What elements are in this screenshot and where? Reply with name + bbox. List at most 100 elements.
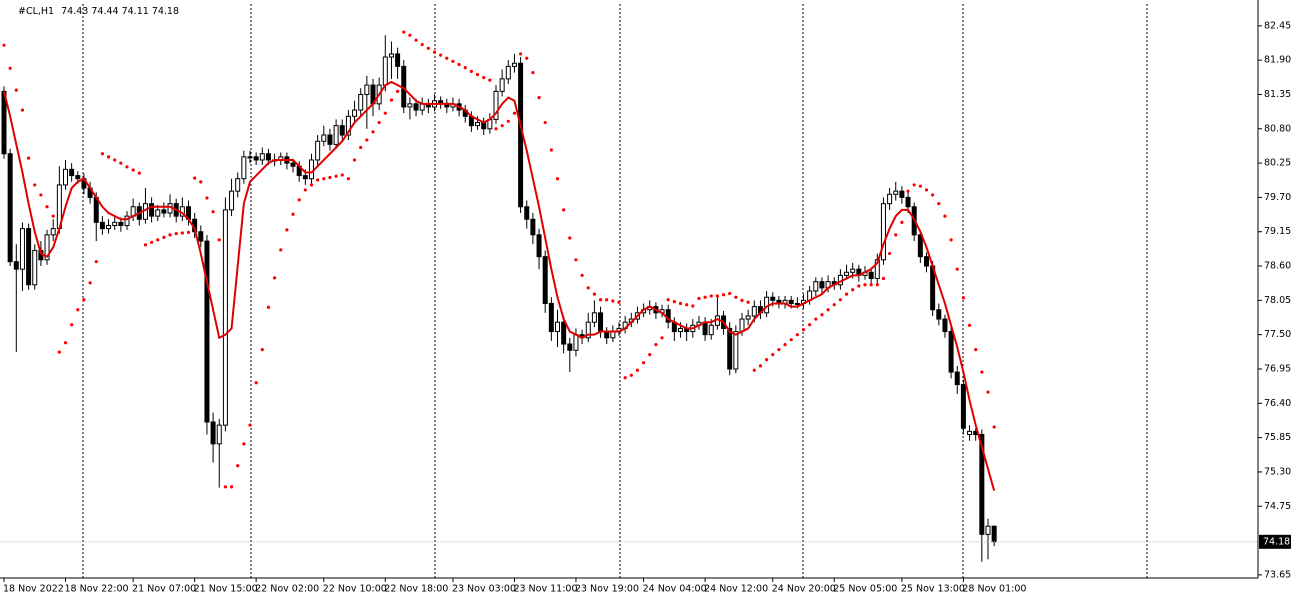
candle-body [745, 315, 751, 320]
sar-dot [758, 364, 763, 368]
sar-dot [383, 111, 387, 115]
candle-body [309, 159, 314, 180]
candle-body [942, 318, 948, 333]
candle-body [893, 190, 899, 195]
sar-dot [439, 53, 443, 57]
candle-body [26, 228, 32, 286]
sar-dot [131, 168, 135, 172]
sar-dot [943, 214, 947, 218]
sar-dot [568, 236, 572, 240]
x-tick-label: 23 Nov 11:00 [513, 584, 577, 595]
candle-body [887, 193, 893, 205]
candle-body [290, 162, 296, 167]
sar-dot [605, 298, 609, 302]
sar-dot [937, 202, 941, 206]
candle-body [573, 334, 579, 351]
sar-dot [808, 323, 812, 327]
sar-dot [912, 183, 916, 187]
sar-dot [734, 295, 738, 299]
sar-dot [365, 138, 369, 142]
candle-body [733, 331, 739, 370]
y-tick-label: 80.80 [1264, 123, 1291, 134]
sar-dot [469, 69, 473, 73]
sar-dot [371, 130, 375, 134]
candle-body [555, 321, 560, 333]
y-tick-label: 73.65 [1264, 569, 1291, 580]
sar-dot [678, 301, 683, 306]
sar-dot [783, 343, 787, 347]
sar-dot [580, 273, 584, 278]
sar-dot [875, 283, 879, 287]
sar-dot [586, 286, 590, 290]
sar-dot [961, 296, 966, 300]
sar-dot [721, 293, 726, 297]
sar-dot [728, 291, 732, 296]
sar-dot [457, 62, 461, 67]
candle-body [868, 271, 874, 280]
candle-body [247, 156, 253, 159]
candle-body [948, 331, 954, 373]
candle-body [339, 125, 345, 136]
sar-dot [494, 127, 498, 131]
candle-body [69, 168, 75, 177]
y-tick-label: 82.45 [1264, 20, 1291, 31]
sar-dot [82, 298, 86, 302]
sar-dot [543, 120, 547, 125]
sar-dot [426, 46, 430, 50]
sar-dot [242, 442, 246, 446]
candle-body [739, 318, 745, 333]
candle-body [954, 371, 960, 386]
sar-dot [291, 212, 295, 216]
sar-dot [955, 267, 959, 271]
sar-dot [94, 260, 98, 264]
sar-dot [76, 308, 80, 312]
candle-body [388, 53, 394, 58]
candle-body [548, 302, 554, 333]
candle-body [924, 256, 929, 267]
sar-dot [660, 336, 664, 340]
candle-body [327, 134, 333, 145]
y-tick-label: 77.50 [1264, 329, 1291, 340]
sar-dot [2, 43, 6, 47]
sar-dot [408, 33, 412, 37]
sar-dot [765, 358, 769, 362]
sar-dot [832, 303, 836, 307]
sar-dot [248, 423, 252, 427]
sar-dot [949, 238, 953, 242]
sar-dot [186, 230, 191, 234]
sar-dot [359, 145, 363, 150]
sar-dot [851, 288, 855, 292]
candle-body [819, 281, 825, 289]
candle-body [524, 206, 530, 220]
sar-dot [266, 305, 271, 309]
y-tick-label: 76.40 [1264, 398, 1291, 409]
moving-average [3, 80, 996, 491]
sar-dot [322, 177, 326, 181]
candle-body [106, 224, 112, 230]
sar-dot [334, 174, 338, 178]
sar-dot [863, 283, 867, 287]
candle-body [216, 424, 222, 445]
sar-dot [506, 119, 510, 123]
sar-dot [303, 188, 307, 192]
candle-body [585, 321, 591, 339]
sar-dot [525, 56, 529, 60]
sar-dot [857, 284, 861, 288]
candle-body [536, 234, 542, 258]
sar-dot [746, 300, 750, 304]
sar-dot [820, 313, 824, 317]
sar-dot [217, 238, 221, 242]
candle-body [253, 156, 259, 161]
sar-dot [156, 238, 160, 242]
sar-dot [598, 298, 603, 302]
candle-body [155, 209, 161, 217]
sar-dot [199, 180, 203, 184]
sar-dot [623, 376, 627, 380]
chart-header: #CL,H1 74.43 74.44 74.11 74.18 [18, 6, 179, 17]
sar-dot [691, 304, 695, 308]
sar-dot [795, 333, 799, 337]
y-tick-label: 79.70 [1264, 192, 1291, 203]
sar-dot [88, 281, 92, 285]
